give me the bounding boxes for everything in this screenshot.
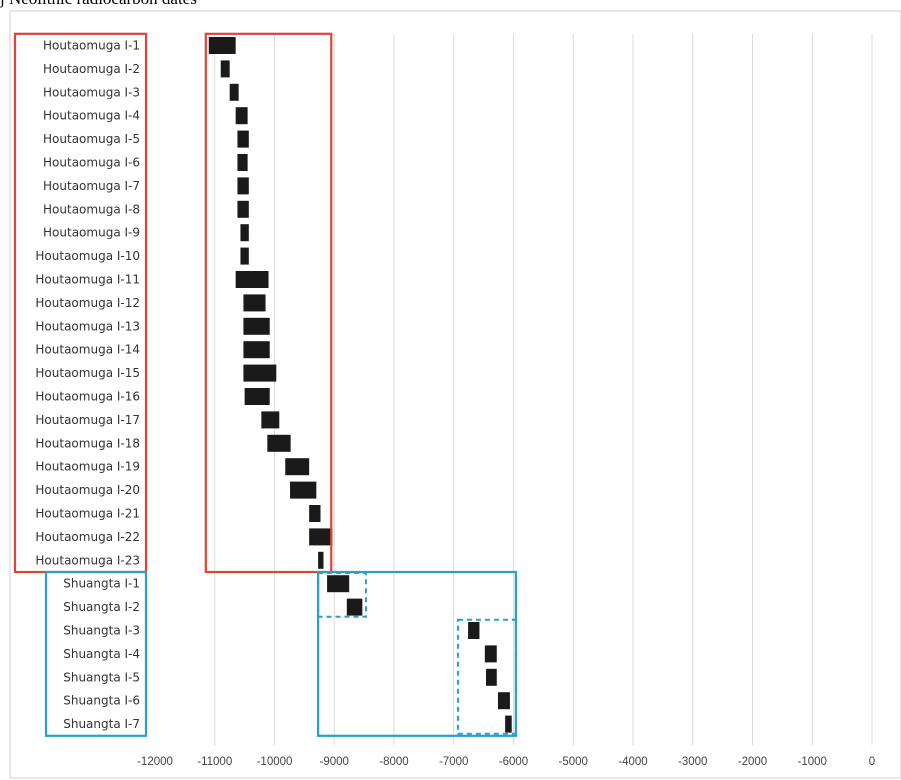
x-tick-5: -7000 — [439, 756, 468, 768]
plot-area — [9, 10, 901, 779]
category-label-22: Houtaomuga I-22 — [35, 530, 140, 544]
gridlines — [214, 34, 873, 745]
bar-9 — [240, 224, 249, 242]
category-label-24: Shuangta I-1 — [63, 577, 140, 591]
category-label-29: Shuangta I-6 — [63, 694, 140, 708]
bar-16 — [244, 388, 270, 405]
category-label-23: Houtaomuga I-23 — [35, 553, 140, 567]
bar-23 — [318, 551, 324, 569]
bar-18 — [267, 434, 291, 452]
category-label-6: Houtaomuga I-6 — [43, 156, 140, 170]
category-label-3: Houtaomuga I-3 — [43, 85, 140, 99]
bar-17 — [261, 411, 280, 429]
bars — [208, 37, 512, 733]
category-label-9: Houtaomuga I-9 — [43, 226, 140, 240]
category-label-26: Shuangta I-3 — [63, 624, 140, 638]
bar-11 — [235, 271, 269, 288]
bar-8 — [237, 200, 249, 218]
plot-group-box-1 — [204, 32, 333, 574]
x-tick-4: -8000 — [379, 756, 408, 768]
x-tick-12: 0 — [869, 756, 875, 768]
bar-20 — [290, 481, 317, 499]
x-tick-6: -6000 — [499, 756, 528, 768]
bar-29 — [497, 692, 510, 710]
bar-13 — [243, 317, 270, 335]
category-label-15: Houtaomuga I-15 — [35, 366, 140, 380]
group-boxes — [204, 32, 517, 737]
category-label-1: Houtaomuga I-1 — [43, 39, 140, 53]
category-label-18: Houtaomuga I-18 — [35, 436, 140, 450]
category-label-25: Shuangta I-2 — [63, 600, 140, 614]
x-tick-7: -5000 — [559, 756, 588, 768]
bar-1 — [208, 37, 236, 54]
x-tick-3: -9000 — [320, 756, 349, 768]
x-tick-8: -4000 — [618, 756, 647, 768]
bar-12 — [243, 294, 266, 312]
category-label-19: Houtaomuga I-19 — [35, 460, 140, 474]
x-tick-labels: -12000 -11000 -10000 -9000 -8000 -7000 -6000 -5… — [137, 756, 875, 768]
category-label-12: Houtaomuga I-12 — [35, 296, 140, 310]
x-tick-2: -10000 — [257, 756, 293, 768]
bar-19 — [285, 458, 310, 476]
category-label-20: Houtaomuga I-20 — [35, 483, 140, 497]
bar-10 — [240, 247, 249, 265]
bar-15 — [243, 364, 277, 382]
bar-24 — [327, 575, 350, 593]
category-label-2: Houtaomuga I-2 — [43, 62, 140, 76]
label-group-box-2 — [44, 570, 148, 737]
chart-title: j Neolithic radiocarbon dates — [0, 0, 197, 9]
bar-7 — [237, 177, 249, 195]
category-label-10: Houtaomuga I-10 — [35, 249, 140, 263]
category-label-17: Houtaomuga I-17 — [35, 413, 140, 427]
category-label-21: Houtaomuga I-21 — [35, 507, 140, 521]
bar-22 — [309, 528, 333, 546]
bar-4 — [235, 107, 248, 125]
category-label-5: Houtaomuga I-5 — [43, 132, 140, 146]
category-label-27: Shuangta I-4 — [63, 647, 140, 661]
category-label-7: Houtaomuga I-7 — [43, 179, 140, 193]
category-label-28: Shuangta I-5 — [63, 670, 140, 684]
category-label-11: Houtaomuga I-11 — [35, 273, 140, 287]
bar-26 — [468, 622, 480, 639]
category-labels: Houtaomuga I-1 Houtaomuga I-2 Houtaomuga I… — [13, 32, 148, 737]
x-tick-9: -3000 — [678, 756, 707, 768]
bar-25 — [346, 598, 363, 616]
x-tick-0: -12000 — [137, 756, 173, 768]
category-label-16: Houtaomuga I-16 — [35, 390, 140, 404]
category-label-13: Houtaomuga I-13 — [35, 319, 140, 333]
bar-14 — [243, 341, 270, 359]
bar-5 — [237, 130, 249, 148]
bar-6 — [237, 154, 248, 171]
category-label-8: Houtaomuga I-8 — [43, 202, 140, 216]
bar-28 — [486, 668, 497, 686]
bar-2 — [220, 60, 230, 78]
x-tick-10: -2000 — [738, 756, 767, 768]
bar-30 — [505, 715, 512, 733]
category-label-4: Houtaomuga I-4 — [43, 109, 140, 123]
bar-3 — [229, 83, 239, 101]
category-label-14: Houtaomuga I-14 — [35, 343, 140, 357]
bar-27 — [484, 645, 497, 663]
category-label-30: Shuangta I-7 — [63, 717, 140, 731]
x-tick-11: -1000 — [798, 756, 827, 768]
bar-21 — [309, 505, 321, 522]
subgroup-box-2 — [456, 618, 517, 735]
x-tick-1: -11000 — [197, 756, 232, 768]
